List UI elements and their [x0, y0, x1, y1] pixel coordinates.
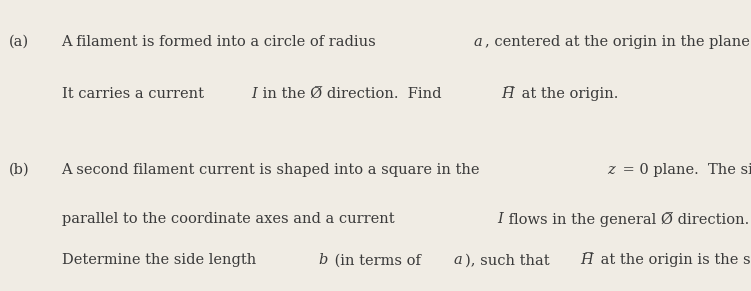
Text: z: z: [608, 163, 615, 177]
Text: in the Ø̅ direction.  Find: in the Ø̅ direction. Find: [258, 87, 446, 101]
Text: A filament is formed into a circle of radius: A filament is formed into a circle of ra…: [62, 35, 381, 49]
Text: Determine the side length: Determine the side length: [62, 253, 261, 267]
Text: It carries a current: It carries a current: [62, 87, 208, 101]
Text: b: b: [318, 253, 327, 267]
Text: parallel to the coordinate axes and a current: parallel to the coordinate axes and a cu…: [62, 212, 399, 226]
Text: at the origin is the same: at the origin is the same: [596, 253, 751, 267]
Text: , centered at the origin in the plane: , centered at the origin in the plane: [485, 35, 751, 49]
Text: I: I: [496, 212, 502, 226]
Text: H̅: H̅: [580, 253, 593, 267]
Text: a: a: [474, 35, 482, 49]
Text: (a): (a): [9, 35, 29, 49]
Text: I: I: [251, 87, 257, 101]
Text: H̅: H̅: [501, 87, 514, 101]
Text: (in terms of: (in terms of: [330, 253, 426, 267]
Text: at the origin.: at the origin.: [517, 87, 619, 101]
Text: a: a: [454, 253, 463, 267]
Text: flows in the general Ø̅ direction.: flows in the general Ø̅ direction.: [504, 212, 749, 227]
Text: = 0 plane.  The sides are: = 0 plane. The sides are: [617, 163, 751, 177]
Text: A second filament current is shaped into a square in the: A second filament current is shaped into…: [62, 163, 484, 177]
Text: ), such that: ), such that: [465, 253, 554, 267]
Text: (b): (b): [9, 163, 29, 177]
